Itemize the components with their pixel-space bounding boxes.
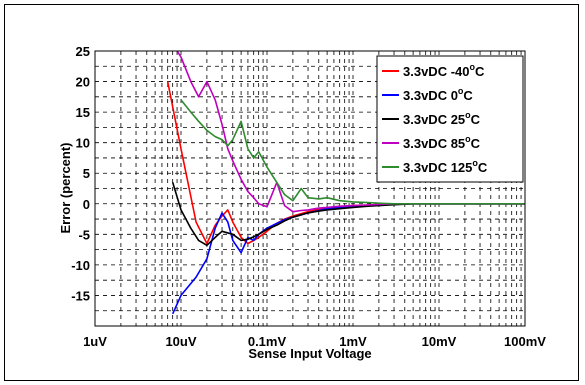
- legend-label: 3.3vDC 125oC: [403, 158, 488, 175]
- y-tick-label: 15: [76, 105, 90, 120]
- y-tick-label: 10: [76, 136, 90, 151]
- x-axis-label: Sense Input Voltage: [248, 346, 371, 361]
- legend-box: [376, 55, 524, 183]
- y-tick-label: 5: [83, 166, 90, 181]
- x-tick-label: 1uV: [83, 334, 107, 349]
- y-tick-label: 0: [83, 197, 90, 212]
- x-tick-label: 1mV: [339, 334, 367, 349]
- y-tick-label: 25: [76, 44, 90, 59]
- x-tick-labels: 1uV 10uV 0.1mV 1mV 10mV 100mV: [83, 334, 546, 349]
- legend-label: 3.3vDC 25oC: [403, 110, 481, 127]
- y-tick-label: -15: [71, 288, 90, 303]
- x-tick-label: 10mV: [422, 334, 457, 349]
- x-tick-label: 0.1mV: [248, 334, 287, 349]
- legend: 3.3vDC -40oC 3.3vDC 0oC 3.3vDC 25oC 3.3vDC …: [376, 55, 524, 183]
- series-line: [180, 99, 525, 205]
- x-tick-label: 10uV: [165, 334, 196, 349]
- grid-layer: [95, 51, 525, 326]
- y-tick-label: -5: [78, 227, 90, 242]
- plot-area-border: [94, 50, 526, 327]
- y-tick-label: -10: [71, 258, 90, 273]
- y-axis-label: Error (percent): [58, 142, 73, 233]
- series-layer: [166, 50, 525, 315]
- x-tick-label: 100mV: [504, 334, 546, 349]
- y-tick-labels: 25 20 15 10 5 0 -5 -10 -15: [71, 44, 90, 303]
- legend-label: 3.3vDC 0oC: [403, 86, 473, 103]
- y-tick-label: 20: [76, 75, 90, 90]
- legend-label: 3.3vDC -40oC: [403, 62, 485, 79]
- legend-label: 3.3vDC 85oC: [403, 134, 481, 151]
